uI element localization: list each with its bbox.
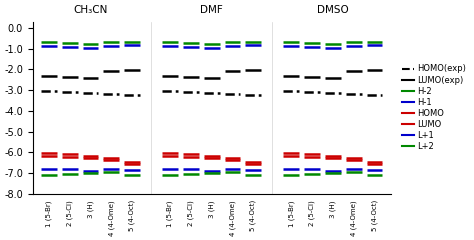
Text: CH₃CN: CH₃CN [73, 5, 108, 15]
Legend: HOMO(exp), LUMO(exp), H-2, H-1, HOMO, LUMO, L+1, L+2: HOMO(exp), LUMO(exp), H-2, H-1, HOMO, LU… [398, 61, 470, 154]
Text: DMSO: DMSO [317, 5, 349, 15]
Text: DMF: DMF [201, 5, 223, 15]
